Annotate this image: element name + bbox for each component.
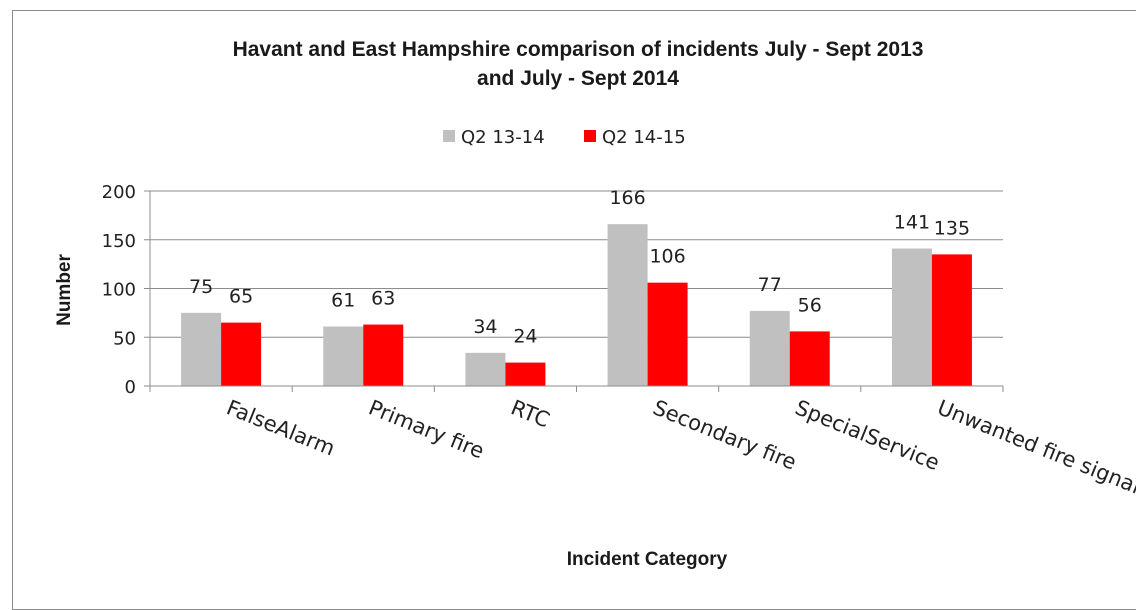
x-category-label: Unwanted fire signal	[934, 395, 1136, 498]
y-tick-label: 50	[113, 328, 136, 349]
x-axis	[149, 191, 1004, 392]
x-category-label: FalseAlarm	[223, 395, 338, 460]
x-category-label: RTC	[507, 395, 552, 432]
legend: Q2 13-14 Q2 14-15	[443, 127, 686, 148]
x-axis-title: Incident Category	[567, 549, 728, 570]
chart-title: Havant and East Hampshire comparison of …	[233, 38, 924, 90]
bar-q2-13-14	[607, 224, 648, 386]
chart-title-line-2: and July - Sept 2014	[477, 67, 679, 90]
bar-q2-13-14	[891, 248, 932, 386]
data-label: 141	[894, 212, 930, 234]
bar-q2-13-14	[323, 326, 364, 386]
legend-swatch-q2-14-15	[584, 130, 596, 142]
data-label: 106	[649, 246, 685, 268]
data-label: 63	[371, 288, 395, 310]
data-label: 61	[331, 290, 355, 312]
data-label: 34	[473, 316, 497, 338]
data-label: 77	[758, 274, 782, 296]
bar-q2-13-14	[749, 310, 790, 386]
data-label: 166	[609, 187, 645, 209]
data-label: 24	[513, 326, 537, 348]
legend-swatch-q2-13-14	[443, 130, 455, 142]
y-axis-title: Number	[54, 254, 75, 326]
bar-q2-14-15	[931, 254, 972, 386]
y-tick-label: 0	[125, 377, 136, 398]
x-category-label: Secondary fire	[650, 395, 800, 474]
data-label: 75	[189, 276, 213, 298]
category-labels: FalseAlarm Primary fire RTC Secondary fireS…	[223, 395, 1136, 498]
data-label: 56	[798, 294, 822, 316]
bars	[181, 224, 972, 386]
bar-q2-14-15	[505, 362, 546, 386]
data-labels: 75 65 61 63 34 24 166 106 77 56 141 135	[189, 187, 970, 347]
y-tick-label: 200	[102, 182, 136, 203]
y-axis-ticks: 0 50 100 150 200	[102, 182, 150, 398]
bar-q2-14-15	[363, 324, 404, 386]
data-label: 135	[934, 217, 970, 239]
chart-title-line-1: Havant and East Hampshire comparison of …	[233, 38, 924, 61]
bar-q2-13-14	[465, 352, 506, 386]
data-label: 65	[229, 286, 253, 308]
y-tick-label: 150	[102, 231, 136, 252]
legend-label-q2-13-14: Q2 13-14	[461, 127, 545, 148]
bar-q2-14-15	[647, 282, 688, 386]
x-category-label: SpecialService	[792, 395, 943, 475]
bar-q2-14-15	[789, 331, 830, 386]
y-tick-label: 100	[102, 280, 136, 301]
chart: Havant and East Hampshire comparison of …	[54, 38, 1136, 570]
bar-q2-14-15	[221, 322, 262, 386]
gridlines	[150, 190, 1003, 338]
legend-label-q2-14-15: Q2 14-15	[602, 127, 686, 148]
x-category-label: Primary fire	[365, 395, 487, 463]
bar-q2-13-14	[181, 312, 222, 386]
